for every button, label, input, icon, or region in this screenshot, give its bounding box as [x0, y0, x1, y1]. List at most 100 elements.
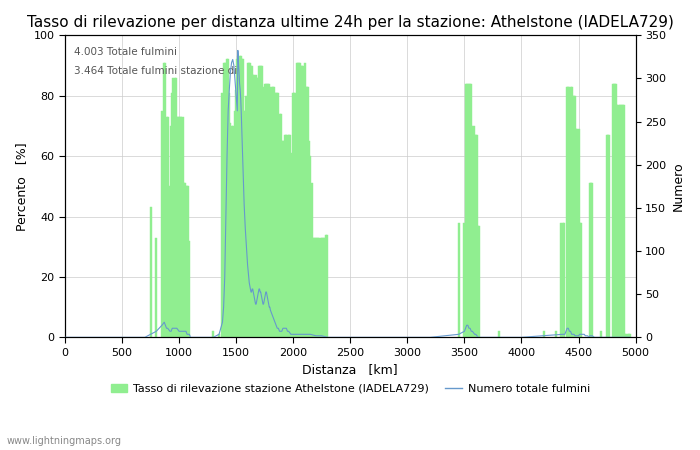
Bar — [223, 63, 225, 338]
Bar — [300, 66, 302, 338]
Bar — [322, 238, 324, 338]
Bar — [590, 183, 592, 338]
Bar — [463, 223, 466, 338]
Bar — [311, 183, 312, 338]
Bar — [579, 223, 581, 338]
Bar — [554, 331, 556, 338]
Bar — [248, 63, 251, 338]
Bar — [181, 117, 183, 338]
Bar — [304, 87, 307, 338]
Bar — [580, 223, 582, 338]
Bar — [467, 84, 469, 338]
Bar — [241, 59, 243, 338]
Bar — [468, 84, 470, 338]
Bar — [174, 77, 176, 338]
Bar — [592, 183, 594, 338]
Bar — [187, 186, 189, 338]
Bar — [273, 87, 275, 338]
Bar — [230, 123, 232, 338]
Bar — [289, 135, 290, 338]
Bar — [161, 111, 163, 338]
Bar — [228, 93, 230, 338]
Bar — [570, 87, 573, 338]
Bar — [251, 66, 253, 338]
Bar — [475, 135, 477, 338]
Bar — [248, 63, 250, 338]
Bar — [318, 238, 321, 338]
Bar — [185, 186, 187, 338]
Bar — [281, 141, 283, 338]
Bar — [575, 129, 578, 338]
Bar — [184, 183, 186, 338]
Bar — [307, 87, 309, 338]
Bar — [470, 84, 473, 338]
Bar — [284, 135, 286, 338]
Bar — [498, 331, 500, 338]
Bar — [622, 105, 624, 338]
Bar — [567, 87, 569, 338]
Bar — [615, 84, 617, 338]
Bar — [295, 93, 297, 338]
Bar — [628, 334, 630, 338]
Bar — [224, 63, 226, 338]
Bar — [253, 75, 256, 338]
Bar — [302, 66, 304, 338]
Bar — [286, 135, 288, 338]
Bar — [317, 238, 319, 338]
Bar — [237, 59, 238, 338]
Bar — [276, 93, 279, 338]
Bar — [326, 234, 328, 338]
Bar — [239, 56, 241, 338]
Bar — [235, 90, 237, 338]
Bar — [578, 129, 580, 338]
Bar — [301, 66, 303, 338]
Bar — [176, 117, 178, 338]
Bar — [218, 334, 220, 338]
Bar — [306, 87, 308, 338]
Bar — [246, 63, 248, 338]
Bar — [326, 234, 328, 338]
Bar — [279, 114, 281, 338]
Bar — [255, 75, 257, 338]
Bar — [617, 105, 620, 338]
Bar — [324, 238, 326, 338]
Bar — [259, 66, 261, 338]
Bar — [572, 96, 574, 338]
Bar — [286, 135, 288, 338]
Bar — [279, 114, 281, 338]
Bar — [624, 334, 626, 338]
Bar — [165, 117, 167, 338]
Bar — [623, 105, 625, 338]
Bar — [288, 135, 290, 338]
Bar — [246, 96, 248, 338]
X-axis label: Distanza   [km]: Distanza [km] — [302, 363, 398, 376]
Bar — [283, 141, 285, 338]
Bar — [312, 238, 314, 338]
Bar — [298, 63, 300, 338]
Bar — [620, 105, 622, 338]
Bar — [270, 87, 272, 338]
Bar — [613, 84, 615, 338]
Bar — [234, 111, 236, 338]
Bar — [473, 126, 475, 338]
Bar — [570, 87, 572, 338]
Bar — [252, 75, 254, 338]
Bar — [179, 117, 181, 338]
Bar — [174, 77, 176, 338]
Bar — [256, 77, 258, 338]
Bar — [290, 156, 292, 338]
Bar — [606, 135, 608, 338]
Bar — [178, 117, 180, 338]
Bar — [155, 238, 158, 338]
Bar — [170, 126, 172, 338]
Bar — [272, 87, 274, 338]
Bar — [261, 66, 263, 338]
Bar — [576, 129, 578, 338]
Bar — [225, 63, 227, 338]
Y-axis label: Percento   [%]: Percento [%] — [15, 142, 28, 231]
Bar — [573, 96, 575, 338]
Bar — [265, 84, 267, 338]
Bar — [257, 77, 259, 338]
Bar — [315, 238, 317, 338]
Bar — [250, 66, 252, 338]
